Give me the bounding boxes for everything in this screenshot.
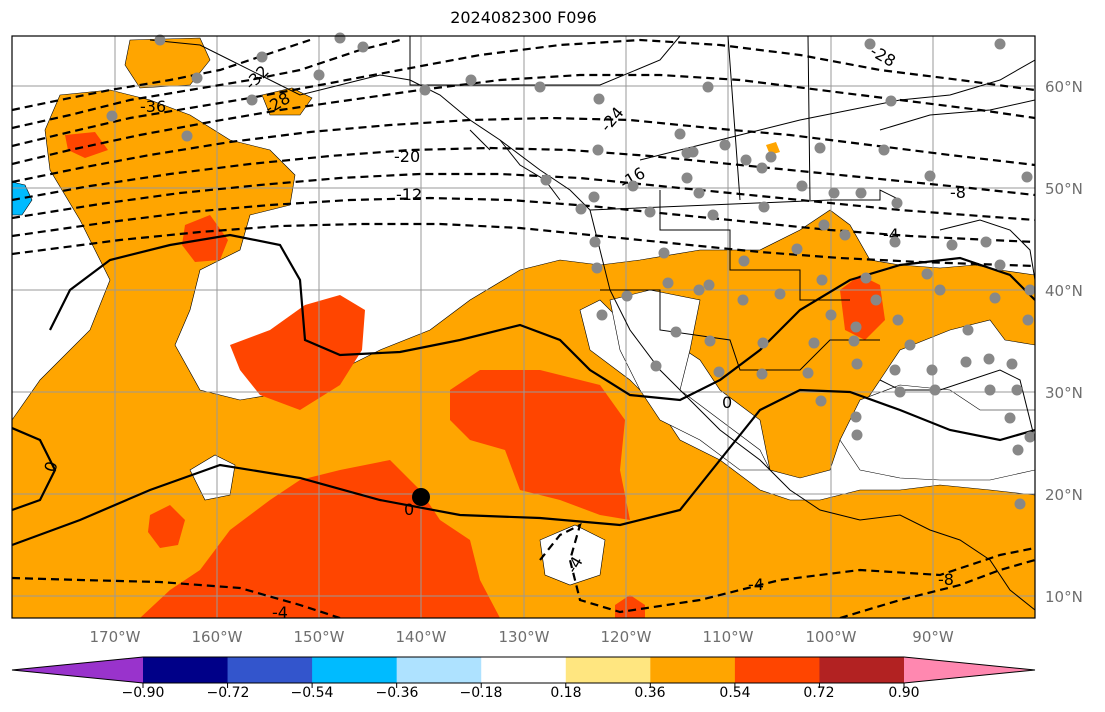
lon-label: 170°W <box>90 628 141 646</box>
colorbar-segment <box>734 657 820 683</box>
shade-red-6 <box>840 275 885 340</box>
colorbar-tick-label: −0.72 <box>207 685 250 701</box>
map-title: 2024082300 F096 <box>450 8 597 27</box>
lon-label: 130°W <box>499 628 550 646</box>
lat-labels: 60°N 50°N 40°N 30°N 20°N 10°N <box>1045 78 1083 606</box>
shade-red-7 <box>65 132 108 158</box>
colorbar-segment <box>819 657 905 683</box>
lon-label: 120°W <box>601 628 652 646</box>
colorbar-tick-label: −0.18 <box>460 685 503 701</box>
lat-label: 30°N <box>1045 384 1083 402</box>
shade-orange-alaska <box>124 37 211 89</box>
map-frame <box>11 35 1036 619</box>
colorbar-segment <box>227 657 313 683</box>
shade-red-1 <box>230 295 365 410</box>
lon-labels: 170°W 160°W 150°W 140°W 130°W 120°W 110°… <box>90 628 954 646</box>
colorbar-tick-label: 0.54 <box>719 685 750 701</box>
location-marker <box>412 488 430 506</box>
zero-contours <box>12 233 1035 547</box>
lat-label: 40°N <box>1045 282 1083 300</box>
shade-white-gulf <box>839 384 1035 481</box>
contour-label: -12 <box>396 185 422 204</box>
lon-label: 90°W <box>912 628 954 646</box>
contour-label: -8 <box>938 570 954 589</box>
contour-label: -36 <box>140 97 166 116</box>
shade-white-baja <box>609 289 771 471</box>
colorbar-segment <box>565 657 651 683</box>
contour-label: 0 <box>41 459 62 474</box>
colorbar-segment <box>481 657 567 683</box>
colorbar-segment <box>143 657 229 683</box>
lon-label: 160°W <box>192 628 243 646</box>
colorbar-extend-low <box>12 657 143 683</box>
colorbar-tick-label: 0.72 <box>803 685 834 701</box>
colorbar <box>11 656 1036 688</box>
colorbar-tick-label: −0.54 <box>291 685 334 701</box>
contour-label: -8 <box>950 183 966 202</box>
colorbar-labels: −0.90 −0.72 −0.54 −0.36 −0.18 0.18 0.36 … <box>122 685 920 701</box>
shade-red-3 <box>450 370 630 520</box>
lat-label: 10°N <box>1045 588 1083 606</box>
lat-label: 20°N <box>1045 486 1083 504</box>
lat-label: 60°N <box>1045 78 1083 96</box>
colorbar-tick-label: −0.36 <box>376 685 419 701</box>
contour-label: 0 <box>722 393 732 412</box>
colorbar-segment <box>396 657 482 683</box>
lon-label: 150°W <box>294 628 345 646</box>
lon-label: 100°W <box>806 628 857 646</box>
colorbar-tick-label: 0.36 <box>634 685 665 701</box>
colorbar-segment <box>650 657 736 683</box>
lat-label: 50°N <box>1045 180 1083 198</box>
contour-label: -4 <box>272 603 288 622</box>
shade-red-4 <box>140 460 500 618</box>
colorbar-tick-label: −0.90 <box>122 685 165 701</box>
lon-label: 140°W <box>396 628 447 646</box>
colorbar-tick-label: 0.90 <box>888 685 919 701</box>
shade-red-5 <box>148 505 185 548</box>
colorbar-extend-high <box>904 657 1035 683</box>
contour-label: 0 <box>404 500 414 519</box>
lon-label: 110°W <box>703 628 754 646</box>
dashed-contours <box>12 38 1035 618</box>
contour-label: -4 <box>748 575 764 594</box>
graticule <box>12 36 1035 618</box>
colorbar-segment <box>312 657 398 683</box>
contour-label: -20 <box>394 147 420 166</box>
station-dots <box>106 32 1036 510</box>
colorbar-tick-label: 0.18 <box>550 685 581 701</box>
shade-cyan <box>12 181 33 216</box>
